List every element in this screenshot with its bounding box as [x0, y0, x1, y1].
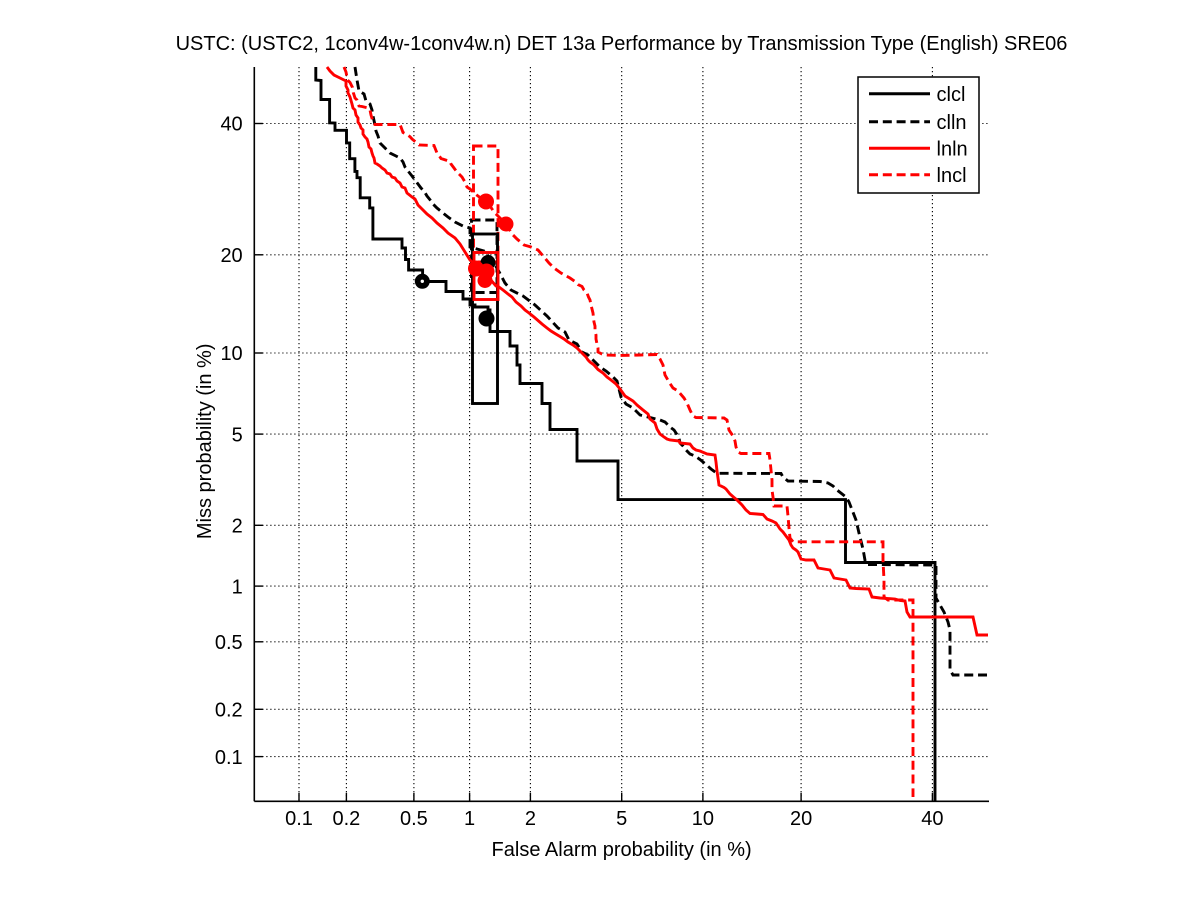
svg-text:Miss probability (in %): Miss probability (in %)	[194, 343, 216, 539]
svg-text:0.2: 0.2	[332, 808, 360, 830]
svg-text:40: 40	[921, 808, 943, 830]
svg-text:5: 5	[616, 808, 627, 830]
svg-text:0.2: 0.2	[215, 700, 243, 722]
svg-text:5: 5	[232, 424, 243, 446]
svg-text:1: 1	[232, 576, 243, 598]
svg-text:0.1: 0.1	[285, 808, 313, 830]
svg-text:0.5: 0.5	[400, 808, 428, 830]
svg-text:0.5: 0.5	[215, 632, 243, 654]
svg-text:USTC: (USTC2, 1conv4w-1conv4w.: USTC: (USTC2, 1conv4w-1conv4w.n) DET 13a…	[176, 33, 1068, 55]
svg-text:lncl: lncl	[937, 165, 967, 187]
svg-text:1: 1	[464, 808, 475, 830]
svg-text:False Alarm probability (in %): False Alarm probability (in %)	[492, 839, 752, 861]
svg-text:clcl: clcl	[937, 84, 966, 106]
svg-text:clln: clln	[937, 112, 967, 134]
svg-text:20: 20	[220, 245, 242, 267]
svg-text:10: 10	[692, 808, 714, 830]
svg-text:10: 10	[220, 343, 242, 365]
svg-text:0.1: 0.1	[215, 747, 243, 769]
svg-text:20: 20	[790, 808, 812, 830]
svg-text:40: 40	[220, 114, 242, 136]
svg-text:lnln: lnln	[937, 139, 968, 161]
svg-text:2: 2	[525, 808, 536, 830]
svg-text:2: 2	[232, 516, 243, 538]
